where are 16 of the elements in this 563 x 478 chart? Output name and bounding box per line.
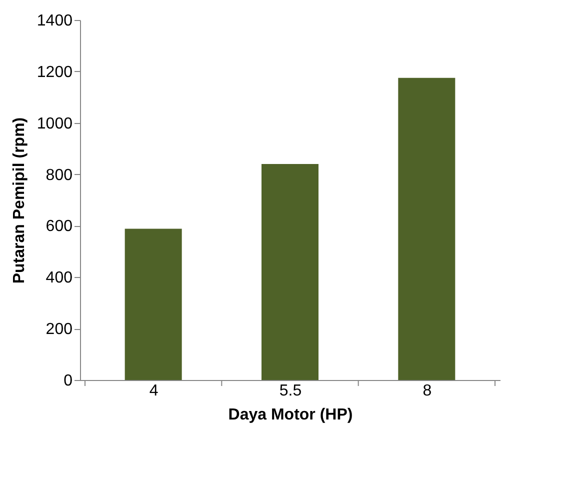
x-tick-label: 4	[149, 382, 158, 400]
bar	[398, 78, 456, 380]
y-tick-label: 600	[46, 218, 73, 236]
y-tick-label: 200	[46, 321, 73, 338]
x-tick-label: 8	[422, 382, 432, 400]
y-tick-label: 1000	[36, 115, 73, 132]
bar	[262, 164, 318, 380]
y-tick-label: 1200	[36, 64, 73, 81]
bar	[124, 228, 182, 380]
x-tick-label: 5.5	[279, 382, 302, 400]
y-tick-label: 1400	[36, 12, 73, 30]
x-axis-title: Daya Motor (HP)	[228, 406, 353, 424]
y-axis-title: Putaran Pemipil (rpm)	[10, 117, 28, 284]
y-tick-label: 800	[46, 166, 73, 184]
y-tick-label: 0	[64, 372, 73, 390]
y-tick-label: 400	[46, 270, 73, 287]
